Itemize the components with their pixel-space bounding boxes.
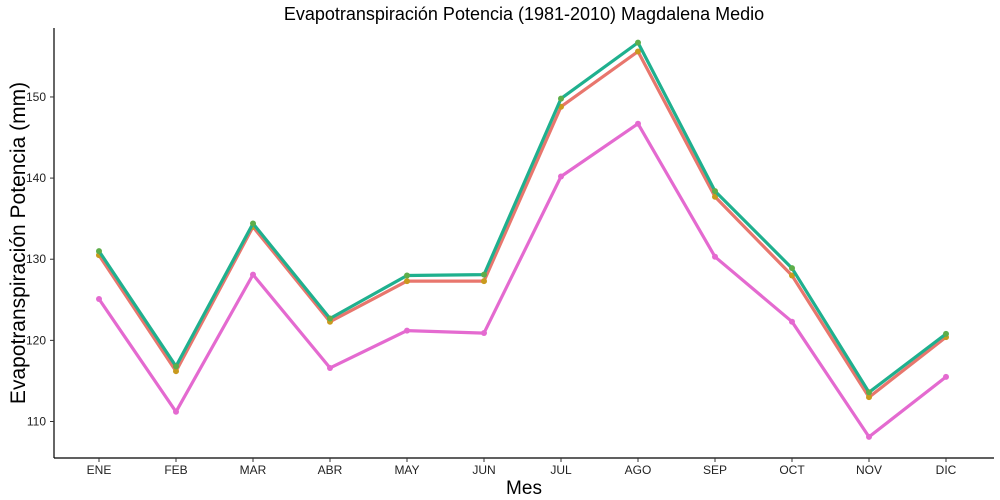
series-line bbox=[97, 40, 948, 394]
series-group bbox=[96, 39, 949, 440]
data-point bbox=[866, 394, 872, 401]
data-point bbox=[250, 271, 256, 278]
data-point bbox=[481, 271, 487, 278]
data-point bbox=[404, 327, 410, 334]
x-tick-label: MAR bbox=[240, 463, 267, 477]
x-tick-label: ABR bbox=[318, 463, 343, 477]
data-point bbox=[789, 318, 795, 325]
y-tick-label: 110 bbox=[27, 414, 46, 428]
y-axis-ticks: 110 120 130 140 150 bbox=[26, 90, 54, 428]
y-tick-label: 120 bbox=[26, 333, 46, 347]
data-point bbox=[712, 253, 718, 260]
x-tick-label: AGO bbox=[625, 463, 652, 477]
x-tick-label: NOV bbox=[856, 463, 882, 477]
data-point bbox=[173, 368, 179, 375]
series-3 bbox=[96, 120, 949, 440]
data-point bbox=[635, 39, 641, 46]
data-point bbox=[96, 248, 102, 255]
x-tick-label: MAY bbox=[394, 463, 419, 477]
plot-panel bbox=[54, 28, 994, 458]
data-point bbox=[404, 278, 410, 285]
data-point bbox=[789, 265, 795, 272]
data-point bbox=[866, 389, 872, 396]
x-tick-label: SEP bbox=[703, 463, 727, 477]
y-tick-label: 130 bbox=[26, 252, 46, 266]
data-point bbox=[173, 363, 179, 370]
x-tick-label: OCT bbox=[779, 463, 805, 477]
data-point bbox=[250, 220, 256, 227]
x-tick-label: FEB bbox=[164, 463, 187, 477]
data-point bbox=[481, 278, 487, 285]
data-point bbox=[635, 120, 641, 127]
x-axis-title: Mes bbox=[506, 478, 542, 499]
series-line bbox=[97, 49, 948, 399]
data-point bbox=[866, 433, 872, 440]
x-axis-ticks: ENE FEB MAR ABR MAY JUN JUL AGO SEP OCT NOV DIC bbox=[87, 458, 957, 477]
data-point bbox=[173, 408, 179, 415]
y-tick-label: 150 bbox=[26, 90, 46, 104]
x-tick-label: JUN bbox=[472, 463, 495, 477]
data-point bbox=[943, 373, 949, 380]
plot-area bbox=[54, 28, 994, 458]
series-line bbox=[97, 122, 948, 439]
x-tick-label: DIC bbox=[936, 463, 957, 477]
x-tick-label: JUL bbox=[550, 463, 572, 477]
data-point bbox=[943, 330, 949, 337]
data-point bbox=[712, 188, 718, 195]
data-point bbox=[327, 364, 333, 371]
data-point bbox=[481, 330, 487, 337]
x-tick-label: ENE bbox=[87, 463, 112, 477]
data-point bbox=[789, 272, 795, 279]
y-tick-label: 140 bbox=[26, 171, 46, 185]
series-2 bbox=[96, 39, 949, 396]
y-axis-title: Evapotranspiración Potencia (mm) bbox=[7, 82, 30, 404]
data-point bbox=[712, 193, 718, 200]
chart-title: Evapotranspiración Potencia (1981-2010) … bbox=[284, 4, 764, 24]
data-point bbox=[635, 48, 641, 55]
data-point bbox=[327, 315, 333, 322]
data-point bbox=[558, 173, 564, 180]
data-point bbox=[404, 272, 410, 279]
data-point bbox=[96, 295, 102, 302]
data-point bbox=[558, 95, 564, 102]
